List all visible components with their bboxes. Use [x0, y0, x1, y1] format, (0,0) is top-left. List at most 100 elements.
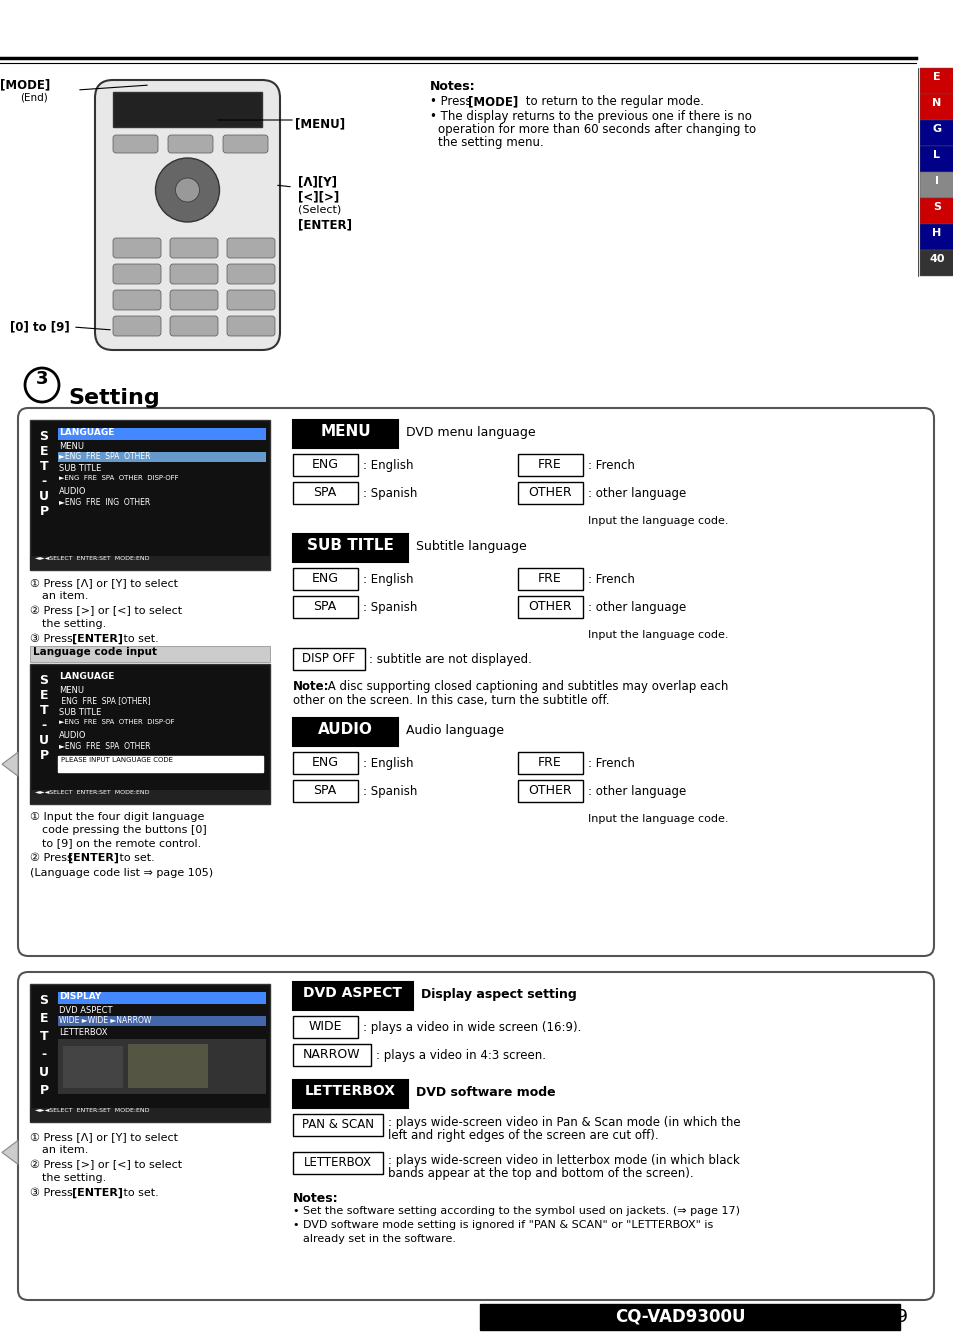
FancyBboxPatch shape: [227, 263, 274, 283]
Text: : English: : English: [363, 574, 413, 586]
Text: OTHER: OTHER: [528, 487, 571, 499]
Bar: [58, 452, 266, 463]
Bar: [30, 420, 270, 570]
Text: (End): (End): [20, 94, 48, 103]
FancyBboxPatch shape: [227, 290, 274, 310]
FancyBboxPatch shape: [170, 316, 218, 336]
Text: MENU: MENU: [59, 443, 84, 451]
Bar: [293, 533, 408, 562]
Text: [ENTER]: [ENTER]: [297, 218, 352, 231]
FancyBboxPatch shape: [170, 238, 218, 258]
Text: ① Press [Λ] or [Υ] to select: ① Press [Λ] or [Υ] to select: [30, 1132, 178, 1142]
Text: [ENTER]: [ENTER]: [71, 1189, 123, 1198]
Circle shape: [155, 158, 219, 222]
Text: I: I: [934, 176, 938, 186]
Text: to set.: to set.: [120, 634, 158, 644]
Text: [ENTER]: [ENTER]: [68, 853, 119, 864]
Text: DVD ASPECT: DVD ASPECT: [59, 1005, 112, 1015]
Text: • DVD software mode setting is ignored if "PAN & SCAN" or "LETTERBOX" is: • DVD software mode setting is ignored i…: [293, 1219, 713, 1230]
Text: the setting menu.: the setting menu.: [437, 136, 543, 148]
Text: DVD ASPECT: DVD ASPECT: [303, 985, 402, 1000]
Text: MENU: MENU: [320, 424, 371, 439]
Bar: [293, 648, 365, 670]
Bar: [293, 420, 397, 448]
Text: P: P: [39, 749, 49, 762]
Text: ◄►◄SELECT  ENTER:SET  MODE:END: ◄►◄SELECT ENTER:SET MODE:END: [35, 1108, 150, 1112]
Text: AUDIO: AUDIO: [59, 731, 87, 739]
Bar: [293, 483, 357, 504]
Bar: [293, 1152, 382, 1174]
Text: SPA: SPA: [313, 487, 336, 499]
Text: Notes:: Notes:: [293, 1193, 338, 1205]
Text: : other language: : other language: [587, 785, 685, 798]
Text: L: L: [933, 150, 940, 160]
Text: [<][>]: [<][>]: [297, 190, 339, 203]
Text: LETTERBOX: LETTERBOX: [304, 1157, 372, 1169]
Text: other on the screen. In this case, turn the subtitle off.: other on the screen. In this case, turn …: [293, 694, 609, 707]
Text: ►ENG  FRE  ING  OTHER: ►ENG FRE ING OTHER: [59, 497, 150, 507]
Text: LETTERBOX: LETTERBOX: [59, 1028, 108, 1038]
Text: Setting: Setting: [68, 388, 159, 408]
Text: to set.: to set.: [116, 853, 154, 862]
Text: [MODE]: [MODE]: [468, 95, 517, 108]
Text: DVD menu language: DVD menu language: [406, 427, 535, 439]
Text: [ENTER]: [ENTER]: [71, 634, 123, 644]
Text: T: T: [40, 460, 49, 473]
Bar: [293, 718, 397, 746]
Text: ►ENG  FRE  SPA  OTHER: ►ENG FRE SPA OTHER: [59, 452, 151, 461]
Bar: [293, 779, 357, 802]
Bar: [30, 646, 270, 662]
FancyBboxPatch shape: [18, 972, 933, 1300]
Text: : French: : French: [587, 757, 634, 770]
Text: Subtitle language: Subtitle language: [416, 540, 526, 554]
Text: ENG  FRE  SPA [OTHER]: ENG FRE SPA [OTHER]: [59, 697, 151, 705]
FancyBboxPatch shape: [112, 135, 158, 152]
Text: MENU: MENU: [59, 686, 84, 695]
Bar: [293, 751, 357, 774]
Text: OTHER: OTHER: [528, 783, 571, 797]
Text: WIDE ►WIDE ►NARROW: WIDE ►WIDE ►NARROW: [59, 1016, 152, 1025]
Text: E: E: [40, 689, 49, 702]
Text: Input the language code.: Input the language code.: [587, 814, 728, 824]
Text: S: S: [932, 202, 940, 213]
Text: [0] to [9]: [0] to [9]: [10, 320, 70, 333]
Text: ② Press [>] or [<] to select: ② Press [>] or [<] to select: [30, 606, 182, 616]
Text: 49: 49: [884, 1308, 907, 1326]
Text: : Spanish: : Spanish: [363, 487, 416, 500]
Text: [Λ][Υ]: [Λ][Υ]: [297, 175, 336, 189]
Bar: [293, 1114, 382, 1136]
Text: : English: : English: [363, 459, 413, 472]
Text: DVD software mode: DVD software mode: [416, 1086, 555, 1099]
Text: T: T: [40, 705, 49, 717]
Text: E: E: [40, 1012, 49, 1025]
Text: N: N: [931, 98, 941, 108]
Bar: [293, 568, 357, 590]
Bar: [919, 146, 953, 172]
Text: ►ENG  FRE  SPA  OTHER  DISP·OF: ►ENG FRE SPA OTHER DISP·OF: [59, 719, 174, 725]
Bar: [128, 1044, 208, 1088]
Text: ►ENG  FRE  SPA  OTHER: ►ENG FRE SPA OTHER: [59, 742, 151, 751]
Bar: [293, 1016, 357, 1038]
Text: WIDE: WIDE: [308, 1020, 341, 1034]
Text: • The display returns to the previous one if there is no: • The display returns to the previous on…: [430, 110, 751, 123]
FancyBboxPatch shape: [168, 135, 213, 152]
Text: FRE: FRE: [537, 755, 561, 769]
Text: : Spanish: : Spanish: [363, 785, 416, 798]
Text: P: P: [39, 505, 49, 517]
Text: left and right edges of the screen are cut off).: left and right edges of the screen are c…: [388, 1128, 658, 1142]
FancyBboxPatch shape: [18, 408, 933, 956]
Text: 40: 40: [928, 254, 943, 263]
Bar: [58, 428, 266, 440]
Text: SUB TITLE: SUB TITLE: [307, 537, 394, 554]
Text: FRE: FRE: [537, 459, 561, 471]
Bar: [919, 172, 953, 198]
Text: ① Press [Λ] or [Υ] to select: ① Press [Λ] or [Υ] to select: [30, 578, 178, 588]
Bar: [517, 455, 582, 476]
Text: OTHER: OTHER: [528, 600, 571, 612]
Text: S: S: [39, 674, 49, 687]
Text: ② Press: ② Press: [30, 853, 76, 862]
Bar: [58, 992, 266, 1004]
Circle shape: [175, 178, 199, 202]
Bar: [919, 198, 953, 225]
Bar: [30, 790, 270, 804]
